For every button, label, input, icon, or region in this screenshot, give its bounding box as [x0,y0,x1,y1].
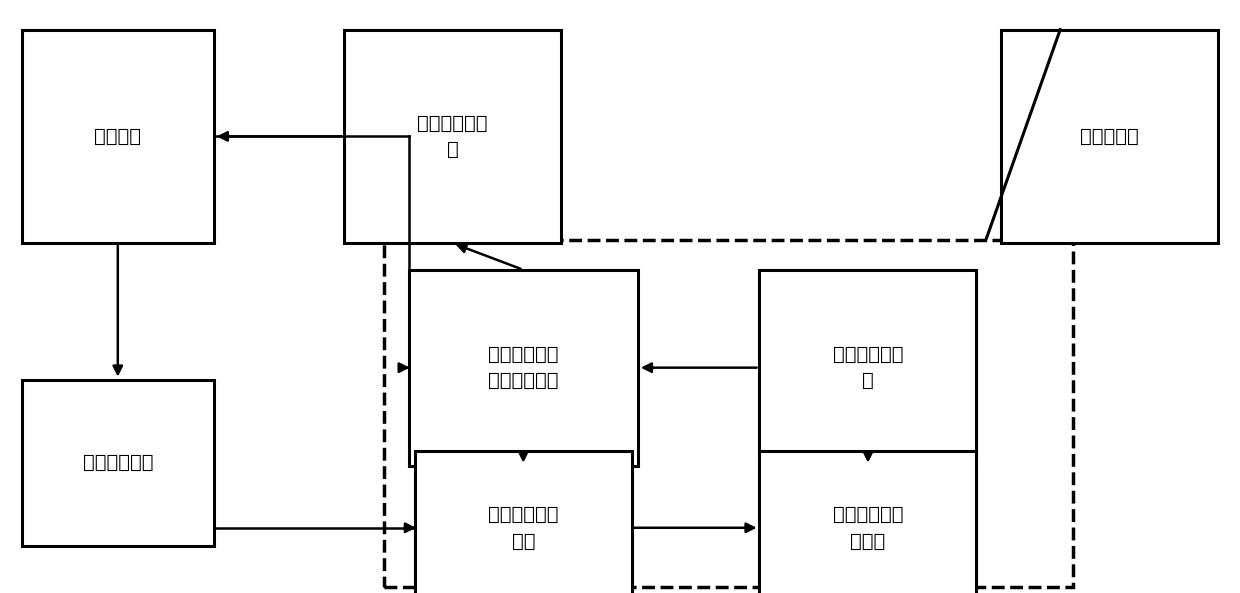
Bar [343,30,560,243]
Bar [759,451,976,593]
Text: 容错控制器: 容错控制器 [1080,127,1140,146]
Text: 容错模式下的
双机补偿单元: 容错模式下的 双机补偿单元 [489,345,558,390]
Bar [22,380,213,546]
Bar [1002,30,1218,243]
Text: 双电机执行单
元: 双电机执行单 元 [418,114,487,159]
Text: 故障诊断单元: 故障诊断单元 [83,453,153,472]
Text: 稳定性控制单
元: 稳定性控制单 元 [833,345,903,390]
Bar [414,451,632,593]
Bar [759,270,976,466]
Text: 横摆角速度计
算单元: 横摆角速度计 算单元 [833,505,903,550]
Bar [409,270,639,466]
Bar [22,30,213,243]
Text: 容错控制策略
单元: 容错控制策略 单元 [489,505,558,550]
Text: 采集单元: 采集单元 [94,127,141,146]
Bar [384,240,1073,587]
